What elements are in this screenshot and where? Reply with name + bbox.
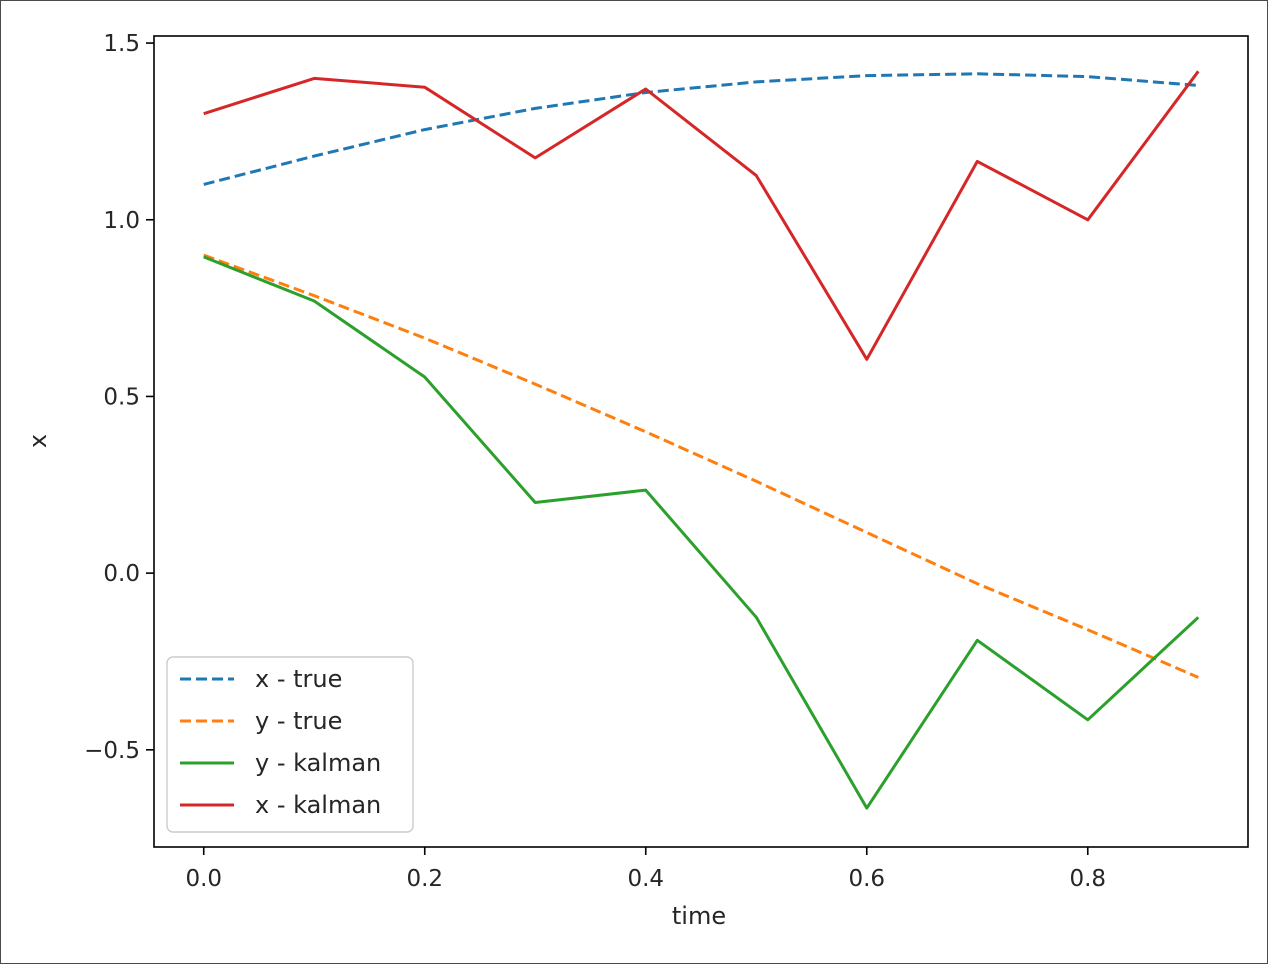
x-tick-label: 0.2: [406, 866, 443, 892]
y-tick-label: 0.0: [103, 561, 140, 587]
x-axis-label: time: [672, 902, 726, 930]
y-tick-label: 1.5: [103, 31, 140, 57]
legend: x - true y - true y - kalman x - kalman: [166, 656, 414, 833]
y-axis-label: x: [24, 434, 52, 448]
series-layer: [203, 70, 1200, 810]
y-axis-ticks: −0.5 0.0 0.5 1.0 1.5: [84, 31, 154, 764]
legend-label-y-true: y - true: [255, 707, 342, 735]
series-line-y-true: [203, 253, 1199, 679]
axes-box: [153, 35, 1249, 848]
x-tick-label: 0.4: [627, 866, 664, 892]
legend-label-x-true: x - true: [255, 665, 342, 693]
x-tick-label: 0.8: [1069, 866, 1106, 892]
series-line-y-kalman: [203, 255, 1200, 810]
x-tick-label: 0.6: [848, 866, 885, 892]
legend-label-y-kalman: y - kalman: [255, 749, 381, 777]
legend-box: [166, 656, 414, 833]
y-tick-label: −0.5: [84, 738, 140, 764]
legend-label-x-kalman: x - kalman: [255, 791, 381, 819]
series-line-x-true: [203, 72, 1199, 186]
y-tick-label: 1.0: [103, 208, 140, 234]
legend-entries: x - true y - true y - kalman x - kalman: [180, 665, 381, 819]
x-axis-ticks: 0.0 0.2 0.4 0.6 0.8: [185, 847, 1106, 892]
y-tick-label: 0.5: [103, 384, 140, 410]
series-line-x-kalman: [203, 70, 1200, 361]
x-tick-label: 0.0: [185, 866, 222, 892]
